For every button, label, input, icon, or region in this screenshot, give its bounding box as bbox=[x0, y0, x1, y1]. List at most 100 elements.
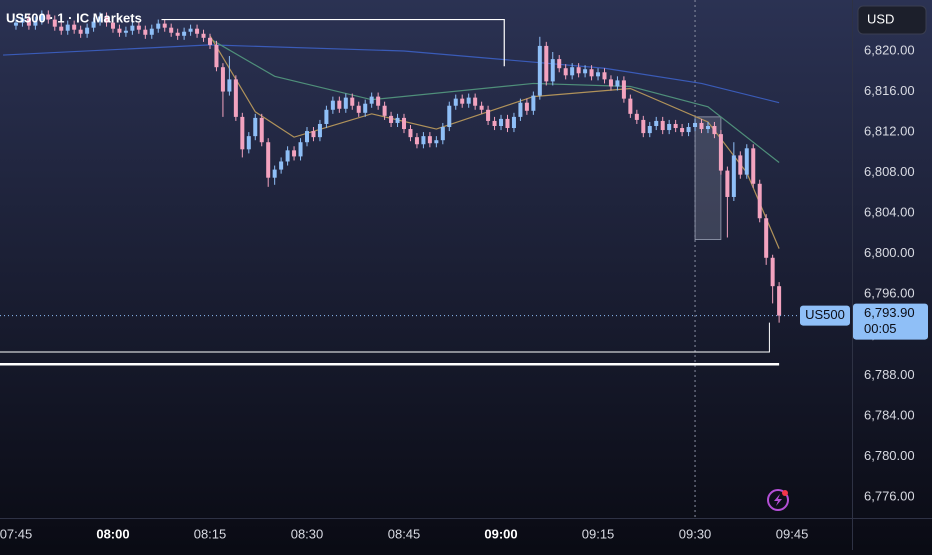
candle-body bbox=[738, 155, 743, 175]
candle-body bbox=[647, 126, 652, 134]
candle-body bbox=[583, 69, 588, 74]
y-tick-label: 6,820.00 bbox=[864, 42, 915, 57]
y-tick-label: 6,812.00 bbox=[864, 124, 915, 139]
candle-body bbox=[376, 96, 381, 106]
candle-body bbox=[751, 148, 756, 184]
candle-body bbox=[608, 79, 613, 87]
candle-body bbox=[693, 122, 698, 128]
candle-body bbox=[596, 72, 601, 77]
candle-body bbox=[434, 140, 439, 144]
candle-body bbox=[641, 119, 646, 134]
candle-body bbox=[486, 109, 491, 121]
x-tick-label: 08:15 bbox=[194, 526, 227, 541]
currency-button[interactable] bbox=[857, 5, 927, 35]
y-tick-label: 6,776.00 bbox=[864, 488, 915, 503]
trend-line bbox=[161, 18, 505, 67]
icon-dot bbox=[782, 490, 788, 496]
candle-body bbox=[634, 113, 639, 120]
candle-body bbox=[156, 23, 161, 29]
x-tick-label: 08:45 bbox=[388, 526, 421, 541]
candle-body bbox=[59, 26, 64, 31]
y-tick-label: 6,796.00 bbox=[864, 286, 915, 301]
candle-body bbox=[227, 79, 232, 92]
candle-body bbox=[537, 45, 542, 96]
candle-body bbox=[524, 102, 529, 111]
x-tick-label: 09:15 bbox=[582, 526, 615, 541]
candle-body bbox=[628, 98, 633, 114]
trend-line bbox=[0, 322, 770, 353]
icon-bolt bbox=[774, 494, 782, 506]
range-box bbox=[694, 116, 722, 240]
candle-body bbox=[233, 79, 238, 117]
candle-body bbox=[654, 120, 659, 127]
candle-body bbox=[427, 136, 432, 144]
candle-body bbox=[576, 67, 581, 74]
candle-body bbox=[240, 116, 245, 150]
candle-body bbox=[324, 109, 329, 124]
candle-body bbox=[188, 28, 193, 32]
candle-body bbox=[673, 123, 678, 129]
candle-body bbox=[518, 102, 523, 117]
candle-body bbox=[408, 129, 413, 138]
candle-body bbox=[440, 127, 445, 141]
candle-body bbox=[337, 100, 342, 109]
candle-body bbox=[201, 33, 206, 38]
candle-body bbox=[511, 116, 516, 129]
candle-body bbox=[182, 31, 187, 36]
candle-body bbox=[143, 29, 148, 35]
y-tick-label: 6,780.00 bbox=[864, 448, 915, 463]
candle-body bbox=[304, 131, 310, 143]
candle-body bbox=[589, 69, 594, 77]
chart-title: US500 · 1 · IC Markets bbox=[6, 10, 142, 25]
candle-body bbox=[98, 16, 103, 22]
candle-body bbox=[78, 29, 83, 34]
candle-body bbox=[550, 59, 555, 82]
icon-ring bbox=[767, 489, 789, 511]
candle-body bbox=[531, 95, 536, 111]
candle-body bbox=[369, 96, 374, 104]
candle-body bbox=[382, 105, 387, 116]
candle-body bbox=[563, 68, 568, 76]
currency[interactable]: USD bbox=[867, 11, 894, 26]
y-tick-label: 6,788.00 bbox=[864, 367, 915, 382]
candle-body bbox=[285, 150, 290, 162]
candle-body bbox=[136, 25, 141, 30]
candle-body bbox=[175, 32, 180, 36]
candle-body bbox=[602, 72, 607, 80]
candle-body bbox=[13, 22, 18, 26]
candle-body bbox=[85, 27, 90, 34]
candle-body bbox=[317, 123, 322, 138]
candle-body bbox=[660, 120, 665, 131]
candle-body bbox=[117, 28, 122, 33]
candle-body bbox=[705, 126, 710, 130]
candle-body bbox=[26, 18, 31, 26]
candle-body bbox=[447, 105, 452, 128]
moving-average bbox=[209, 38, 780, 163]
candle-body bbox=[91, 21, 96, 28]
candle-body bbox=[195, 28, 200, 34]
candle-body bbox=[46, 14, 51, 20]
y-tick-label: 6,808.00 bbox=[864, 164, 915, 179]
candle-body bbox=[718, 134, 723, 171]
candle-body bbox=[757, 183, 762, 219]
candle-body bbox=[253, 117, 258, 137]
candle-body bbox=[149, 28, 154, 35]
candle-body bbox=[492, 120, 497, 127]
candle-body bbox=[764, 218, 769, 258]
candle-body bbox=[621, 80, 626, 99]
candle-body bbox=[479, 105, 484, 110]
alert-icon[interactable] bbox=[767, 489, 789, 511]
candle-body bbox=[731, 155, 736, 197]
candle-body bbox=[104, 16, 109, 23]
candle-body bbox=[699, 122, 704, 130]
candle-body bbox=[292, 150, 297, 157]
candle-body bbox=[402, 117, 407, 130]
candle-body bbox=[72, 24, 77, 30]
symbol-tag-bg bbox=[800, 305, 850, 326]
candle-body bbox=[389, 115, 394, 123]
candle-body bbox=[311, 131, 316, 138]
candle-body bbox=[259, 117, 264, 143]
